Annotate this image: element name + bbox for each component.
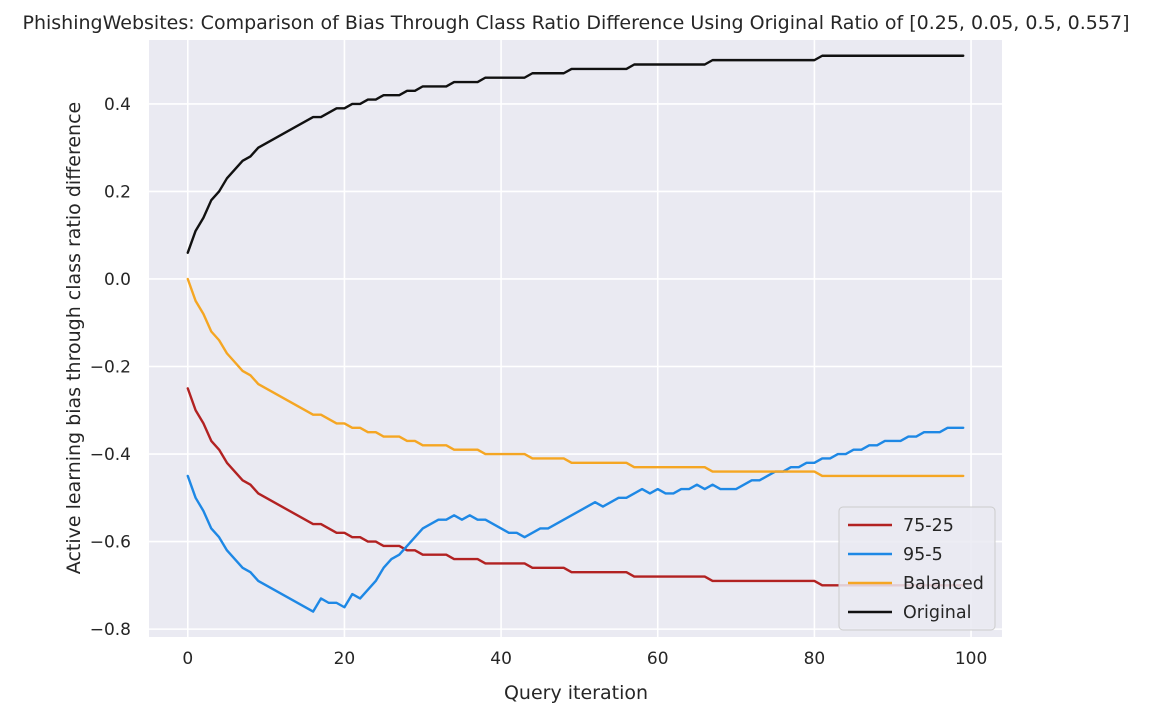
series-line-3 <box>186 54 965 254</box>
y-tick-label: −0.8 <box>90 620 131 640</box>
grid <box>149 40 1002 637</box>
y-tick-label: −0.2 <box>90 358 131 378</box>
legend: 75-25 95-5 Balanced Original <box>838 506 996 631</box>
legend-label: Balanced <box>903 574 984 594</box>
legend-label: Original <box>903 603 971 623</box>
x-tick-label: 60 <box>647 649 669 669</box>
y-tick-label: 0.0 <box>104 270 131 290</box>
x-tick-label: 20 <box>334 649 356 669</box>
legend-label: 75-25 <box>903 516 954 536</box>
legend-box <box>838 506 996 631</box>
series-line-1 <box>186 426 965 613</box>
x-axis-label: Query iteration <box>504 682 648 704</box>
y-tick-label: −0.4 <box>90 445 131 465</box>
legend-label: 95-5 <box>903 545 943 565</box>
series-line-2 <box>186 277 965 478</box>
x-tick-label: 40 <box>490 649 512 669</box>
series-line-0 <box>186 387 965 587</box>
y-axis-label: Active learning bias through class ratio… <box>63 102 85 574</box>
chart-title: PhishingWebsites: Comparison of Bias Thr… <box>23 12 1130 34</box>
y-tick-label: −0.6 <box>90 533 131 553</box>
series-lines <box>186 54 965 613</box>
y-tick-label: 0.2 <box>104 182 131 202</box>
x-tick-label: 0 <box>182 649 193 669</box>
x-tick-label: 100 <box>955 649 987 669</box>
y-tick-label: 0.4 <box>104 95 131 115</box>
tick-labels: 0 20 40 60 80 100 −0.8 −0.6 −0.4 −0.2 0.0 0.2 0.4 <box>90 95 988 669</box>
x-tick-label: 80 <box>804 649 826 669</box>
